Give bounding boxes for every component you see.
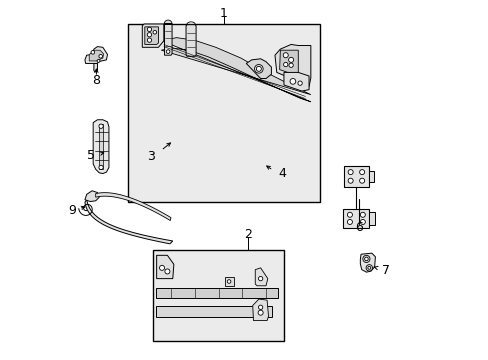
Circle shape <box>346 212 352 217</box>
Polygon shape <box>284 72 308 91</box>
Polygon shape <box>96 193 171 221</box>
Bar <box>343 208 368 228</box>
Circle shape <box>364 257 367 261</box>
Polygon shape <box>279 50 298 75</box>
Bar <box>156 288 277 298</box>
Polygon shape <box>94 63 97 72</box>
Circle shape <box>99 165 103 170</box>
Circle shape <box>283 53 287 58</box>
Circle shape <box>227 280 230 283</box>
Bar <box>153 250 284 341</box>
Text: 3: 3 <box>146 150 154 163</box>
Bar <box>156 306 272 317</box>
Bar <box>368 171 373 182</box>
Circle shape <box>346 220 352 225</box>
Circle shape <box>159 265 164 270</box>
Circle shape <box>289 78 295 84</box>
Polygon shape <box>89 50 103 61</box>
Text: 9: 9 <box>68 204 76 217</box>
Circle shape <box>288 63 293 67</box>
Circle shape <box>347 178 352 183</box>
Polygon shape <box>185 25 196 56</box>
Bar <box>344 166 368 187</box>
Circle shape <box>360 212 365 217</box>
Polygon shape <box>360 253 375 272</box>
Circle shape <box>166 50 169 53</box>
Text: 5: 5 <box>87 149 95 162</box>
Circle shape <box>258 305 262 310</box>
Circle shape <box>99 54 102 58</box>
Polygon shape <box>99 125 103 169</box>
Circle shape <box>147 33 151 37</box>
Circle shape <box>366 265 372 271</box>
Circle shape <box>256 66 261 71</box>
Circle shape <box>91 50 94 54</box>
Polygon shape <box>85 200 172 244</box>
Text: 7: 7 <box>381 264 389 277</box>
Circle shape <box>164 269 169 274</box>
Text: 1: 1 <box>219 7 227 20</box>
Polygon shape <box>164 24 172 55</box>
Circle shape <box>360 220 365 225</box>
Circle shape <box>254 64 263 73</box>
Circle shape <box>258 276 262 281</box>
Polygon shape <box>144 27 158 44</box>
Circle shape <box>153 31 156 34</box>
Polygon shape <box>246 59 271 78</box>
Polygon shape <box>252 299 268 320</box>
Polygon shape <box>93 120 109 174</box>
Circle shape <box>359 170 364 175</box>
Circle shape <box>147 38 151 42</box>
Circle shape <box>97 59 100 62</box>
Circle shape <box>147 27 151 32</box>
Circle shape <box>347 170 352 175</box>
Bar <box>128 24 319 202</box>
Circle shape <box>283 62 287 67</box>
Polygon shape <box>156 255 174 279</box>
Circle shape <box>367 266 370 269</box>
Circle shape <box>288 57 293 62</box>
Bar <box>224 277 233 286</box>
Text: 8: 8 <box>92 74 100 87</box>
Polygon shape <box>85 46 107 63</box>
Text: 2: 2 <box>244 228 251 241</box>
Circle shape <box>258 310 263 315</box>
Polygon shape <box>255 268 267 286</box>
Circle shape <box>359 178 364 183</box>
Circle shape <box>362 255 369 262</box>
Circle shape <box>99 124 103 129</box>
Bar <box>368 212 374 225</box>
Polygon shape <box>161 38 310 102</box>
Polygon shape <box>274 44 310 87</box>
Text: 4: 4 <box>278 167 285 180</box>
Text: 6: 6 <box>355 221 363 234</box>
Polygon shape <box>142 24 163 47</box>
Polygon shape <box>164 20 172 24</box>
Circle shape <box>297 81 302 85</box>
Polygon shape <box>85 191 99 202</box>
